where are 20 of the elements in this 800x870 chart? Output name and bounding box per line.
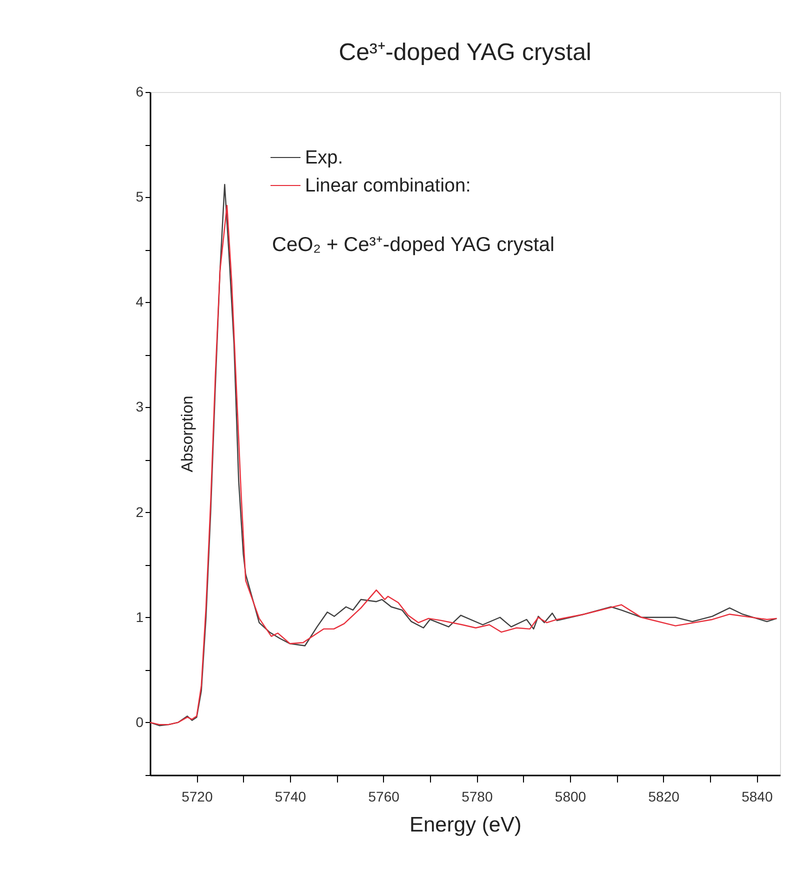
y-tick-label: 0 (136, 714, 144, 730)
x-tick-label: 5760 (368, 788, 400, 804)
y-tick-label: 1 (136, 608, 144, 625)
x-tick-label: 5720 (182, 788, 213, 804)
y-tick-label: 3 (136, 398, 144, 415)
x-tick-label: 5820 (648, 788, 680, 804)
annotation: CeO₂ + Ce³⁺-doped YAG crystal (272, 234, 554, 256)
chart-title: Ce³⁺-doped YAG crystal (338, 39, 592, 66)
x-tick-label: 5800 (554, 788, 586, 804)
y-tick-label: 5 (136, 188, 144, 205)
y-tick-label: 4 (136, 294, 144, 310)
x-tick-label: 5740 (274, 788, 306, 804)
x-tick-label: 5840 (742, 788, 773, 804)
y-tick-label: 6 (136, 84, 144, 100)
x-tick-label: 5780 (462, 788, 493, 804)
x-axis-title: Energy (eV) (409, 814, 522, 836)
legend-label: Exp. (305, 148, 344, 168)
y-axis-title: Absorption (180, 396, 197, 472)
y-tick-label: 2 (136, 504, 144, 520)
legend-label: Linear combination: (305, 176, 471, 196)
